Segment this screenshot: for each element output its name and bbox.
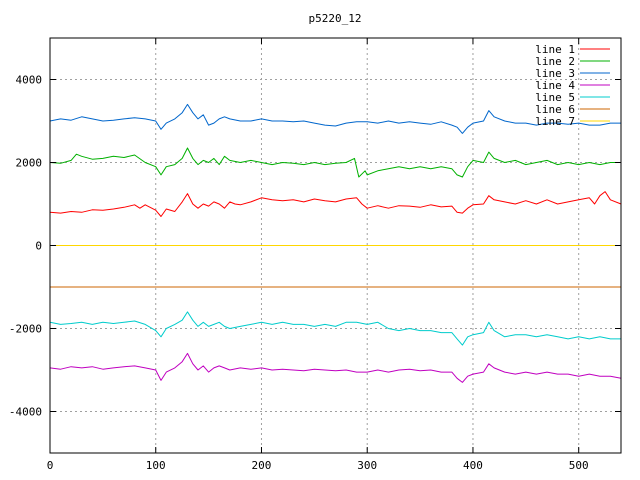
- legend-label-1: line 1: [535, 43, 575, 56]
- series-line-1: [49, 191, 622, 217]
- series-lines: [49, 103, 622, 383]
- legend-label-7: line 7: [535, 115, 575, 128]
- legend-label-6: line 6: [535, 103, 575, 116]
- chart-title: p5220_12: [309, 12, 362, 25]
- series-line-2: [49, 147, 621, 178]
- x-tick-label: 0: [47, 459, 54, 472]
- legend-label-4: line 4: [535, 79, 575, 92]
- y-tick-label: 4000: [16, 74, 43, 87]
- x-tick-label: 300: [357, 459, 377, 472]
- axis-ticks: 0 100 200 300 400 500 -4000 -2000 0 2000 4000: [9, 38, 621, 472]
- series-line-5: [49, 311, 621, 346]
- x-tick-label: 200: [252, 459, 272, 472]
- x-tick-label: 100: [146, 459, 166, 472]
- legend-label-5: line 5: [535, 91, 575, 104]
- y-tick-label: 2000: [16, 157, 43, 170]
- y-tick-label: -2000: [9, 323, 42, 336]
- x-tick-label: 500: [569, 459, 589, 472]
- legend-label-2: line 2: [535, 55, 575, 68]
- y-tick-label: -4000: [9, 406, 42, 419]
- y-tick-label: 0: [35, 240, 42, 253]
- legend-label-3: line 3: [535, 67, 575, 80]
- x-tick-label: 400: [463, 459, 483, 472]
- series-line-3: [49, 103, 621, 134]
- series-line-4: [49, 352, 622, 383]
